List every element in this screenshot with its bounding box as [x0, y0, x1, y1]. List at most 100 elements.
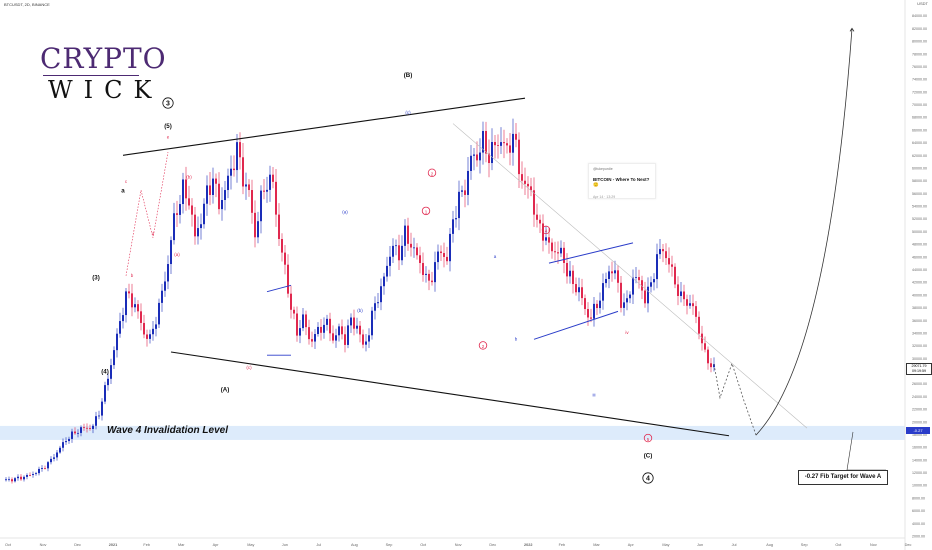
price-tick-label: 38000.00	[912, 306, 927, 310]
candle-body	[512, 133, 514, 153]
symbol-header: BTCUSDT, 2D, BINANCE	[4, 2, 50, 7]
candle-body	[86, 427, 88, 429]
time-tick-label: Feb	[143, 543, 150, 547]
candle-body	[470, 155, 472, 171]
candle-body	[632, 277, 634, 295]
wave-label: (b)	[186, 175, 192, 180]
candle-body	[419, 255, 421, 264]
candle-body	[446, 256, 448, 262]
candle-body	[131, 293, 133, 308]
candle-body	[308, 327, 310, 340]
candle-body	[668, 258, 670, 265]
candle-body	[461, 190, 463, 192]
candle-body	[266, 189, 268, 192]
candle-body	[242, 157, 244, 187]
candle-body	[68, 438, 70, 442]
wave-label: 2	[431, 172, 434, 177]
candle-body	[128, 291, 130, 294]
idea-date: Apr 14 · 13:29	[593, 195, 616, 199]
wave-label: b	[515, 336, 518, 341]
wave-label: 2	[482, 344, 485, 349]
wave-circle	[421, 206, 431, 216]
candle-body	[158, 302, 160, 325]
candle-body	[575, 284, 577, 293]
candle-body	[377, 302, 379, 304]
candle-body	[701, 333, 703, 344]
candle-body	[320, 326, 322, 333]
candle-body	[26, 474, 28, 477]
candle-body	[113, 350, 115, 366]
candle-body	[74, 431, 76, 434]
wave-label: 3	[166, 101, 170, 108]
candle-body	[185, 179, 187, 199]
candle-body	[416, 247, 418, 256]
candle-body	[278, 214, 280, 240]
candle-body	[47, 462, 49, 469]
candle-body	[560, 247, 562, 254]
wave-label: (a)	[342, 210, 348, 215]
candle-body	[20, 476, 22, 480]
time-tick-label: Apr	[213, 543, 220, 547]
wave-circle	[478, 341, 488, 350]
candle-body	[443, 253, 445, 257]
candle-body	[71, 431, 73, 439]
candle-body	[401, 245, 403, 261]
candle-body	[140, 311, 142, 323]
price-tick-label: 64000.00	[912, 141, 927, 145]
candle-body	[35, 473, 37, 475]
candle-body	[431, 280, 433, 283]
wave-circle	[162, 97, 174, 109]
wave-label: 1	[425, 210, 428, 215]
price-tick-label: 56000.00	[912, 192, 927, 196]
candle-body	[524, 180, 526, 184]
candle-body	[263, 190, 265, 192]
time-tick-label: 2021	[109, 543, 117, 547]
candle-body	[326, 318, 328, 325]
candle-body	[89, 428, 91, 429]
time-axis[interactable]: Oct Nov Dec 2021 Feb Mar Apr May Jun Jul Aug Sep Oct…	[5, 543, 911, 547]
candle-body	[239, 142, 241, 158]
time-tick-label: Apr	[628, 543, 635, 547]
invalidation-zone	[0, 425, 905, 440]
candle-body	[620, 282, 622, 308]
wave-label: iv	[625, 330, 629, 335]
idea-card[interactable]: @lukepurdie BITCOIN - Where To Next? 🙂 A…	[588, 163, 656, 199]
candle-body	[155, 324, 157, 329]
candle-body	[500, 142, 502, 146]
candle-body	[41, 468, 43, 469]
candle-body	[455, 218, 457, 220]
price-tick-label: 36000.00	[912, 319, 927, 323]
candle-body	[284, 252, 286, 265]
candle-body	[530, 186, 532, 191]
candle-body	[551, 242, 553, 252]
candle-body	[656, 254, 658, 280]
channel-bottom	[533, 310, 619, 340]
price-tick-label: 16000.00	[912, 446, 927, 450]
candle-body	[605, 278, 607, 284]
time-tick-label: Nov	[870, 543, 877, 547]
candle-body	[353, 317, 355, 329]
price-tick-label: 74000.00	[912, 78, 927, 82]
channel-top	[548, 242, 634, 264]
candle-body	[170, 240, 172, 265]
wave-label: 4	[545, 229, 548, 234]
candle-body	[413, 247, 415, 249]
candle-body	[164, 281, 166, 291]
candle-body	[359, 325, 361, 335]
price-axis[interactable]: 84000.00 82000.00 80000.00 78000.00 76000.00…	[912, 14, 927, 538]
candle-body	[599, 300, 601, 309]
candle-body	[260, 190, 262, 222]
candle-body	[134, 304, 136, 308]
candle-body	[122, 315, 124, 322]
candle-body	[146, 334, 148, 339]
candle-body	[83, 427, 85, 429]
candle-body	[98, 415, 100, 417]
candle-body	[482, 131, 484, 153]
candle-body	[617, 270, 619, 283]
candle-body	[233, 168, 235, 171]
candle-body	[293, 309, 295, 314]
wave-circle	[642, 472, 654, 484]
candle-body	[281, 239, 283, 253]
candle-body	[497, 145, 499, 146]
candle-body	[77, 432, 79, 434]
